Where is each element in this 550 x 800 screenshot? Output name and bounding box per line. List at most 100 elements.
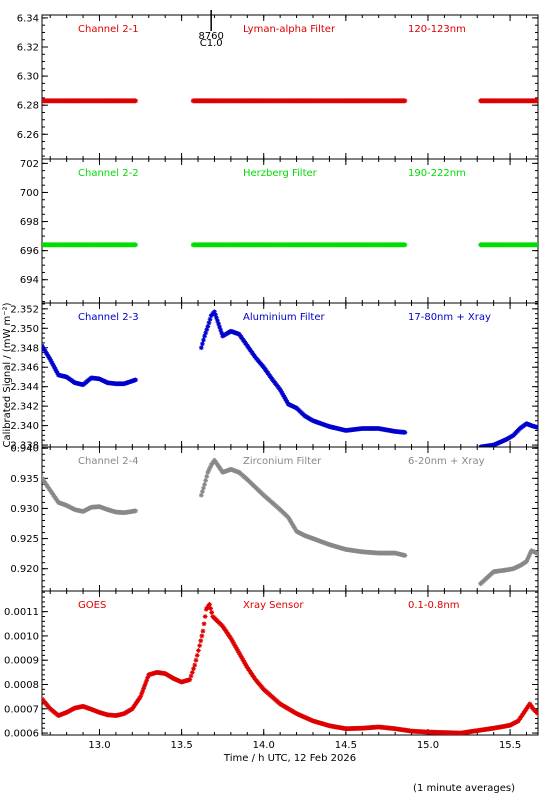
panels: 6.26 6.28 6.30 6.32 6.34 Channel 2-1 Lyman-alp… [4,10,539,751]
data-point [202,481,207,487]
data-point [200,489,205,494]
plot-frame [41,590,539,736]
data-point [198,345,204,351]
data-point [140,688,145,694]
data-point [241,659,247,665]
filter-label: Herzberg Filter [243,168,318,179]
data-point [214,315,219,321]
data-point [206,467,212,473]
y-tick-label: 700 [20,188,39,199]
data-point [242,661,248,667]
data-point [402,430,408,435]
data-point [240,657,246,663]
x-tick-label: 13.0 [88,740,110,751]
chart-panel-2: 694 696 698 700 702 Channel 2-2 Herzberg Filte… [20,158,539,304]
band-label: 0.1-0.8nm [408,600,460,611]
channel-name-label: Channel 2-2 [78,168,139,179]
data-point [213,312,218,318]
data-point [243,663,249,669]
y-tick-label: 0.940 [10,444,39,455]
y-tick-label: 696 [20,246,39,257]
chart-panel-5: 0.0006 0.0007 0.0008 0.0009 0.0010 0.0011 GOES… [4,590,539,751]
y-tick-label: 0.0010 [4,631,39,642]
data-point [141,686,147,691]
y-tick-label: 0.0011 [4,607,39,618]
data-point [133,242,139,248]
data-point [525,556,530,562]
data-point [217,324,222,330]
channel-name-label: Channel 2-4 [78,456,139,467]
data-point [208,606,214,611]
y-tick-label: 0.0008 [4,680,39,691]
data-point [228,635,234,641]
data-point [282,396,288,402]
series-2 [42,242,538,248]
data-point [189,669,195,675]
y-tick-label: 702 [20,159,39,170]
y-tick-label: 2.344 [10,382,39,393]
y-tick-label: 6.34 [17,13,39,24]
series-1 [42,98,538,104]
data-point [204,327,210,332]
data-point [280,392,286,398]
data-point [145,675,151,680]
y-tick-label: 2.340 [10,421,39,432]
x-tick-label: 14.0 [253,740,275,751]
x-tick-label: 14.5 [335,740,357,751]
data-point [198,638,204,644]
data-point [212,309,217,315]
band-label: 17-80nm + Xray [408,312,491,323]
data-point [143,680,149,686]
data-point [142,683,148,689]
data-point [188,673,194,679]
y-tick-label: 0.925 [10,534,39,545]
data-point [202,614,208,619]
band-label: 190-222nm [408,168,466,179]
data-point [49,360,55,366]
y-tick-label: 6.30 [17,72,39,83]
x-tick-label: 15.5 [499,740,521,751]
x-tick-label: 15.0 [417,740,439,751]
event-marker-label: 8760 [198,31,223,42]
data-point [526,554,531,560]
data-point [191,666,196,672]
data-point [203,330,209,336]
band-label: 120-123nm [408,24,466,35]
chart-panel-4: 0.920 0.925 0.930 0.935 0.940 Channel 2-4 Zirc… [10,444,539,592]
data-point [207,465,213,470]
y-tick-label: 0.0007 [4,704,39,715]
data-point [193,657,199,663]
channel-name-label: GOES [78,600,106,611]
data-point [233,645,239,650]
data-point [47,357,53,362]
y-tick-label: 6.26 [17,130,39,141]
y-axis-title: Calibrated Signal / (mW m⁻²) [2,302,13,447]
data-point [402,242,408,248]
data-point [209,610,215,615]
y-tick-label: 2.346 [10,363,39,374]
channel-name-label: Channel 2-3 [78,312,139,323]
data-point [281,394,287,400]
data-point [194,652,200,658]
y-tick-label: 0.0006 [4,729,39,740]
data-point [206,320,212,326]
data-point [204,473,210,479]
data-point [50,362,56,368]
filter-label: Aluminium Filter [243,312,326,323]
data-point [283,398,289,403]
data-point [133,508,139,514]
data-point [205,323,211,329]
data-point [231,641,237,647]
data-point [219,330,225,336]
data-point [235,648,241,654]
data-point [207,316,213,322]
data-point [53,368,59,374]
data-point [144,677,150,683]
channel-name-label: Channel 2-1 [78,24,139,35]
data-point [236,650,242,656]
y-tick-label: 2.342 [10,402,39,413]
y-tick-label: 694 [20,275,39,286]
y-tick-label: 0.920 [10,564,39,575]
